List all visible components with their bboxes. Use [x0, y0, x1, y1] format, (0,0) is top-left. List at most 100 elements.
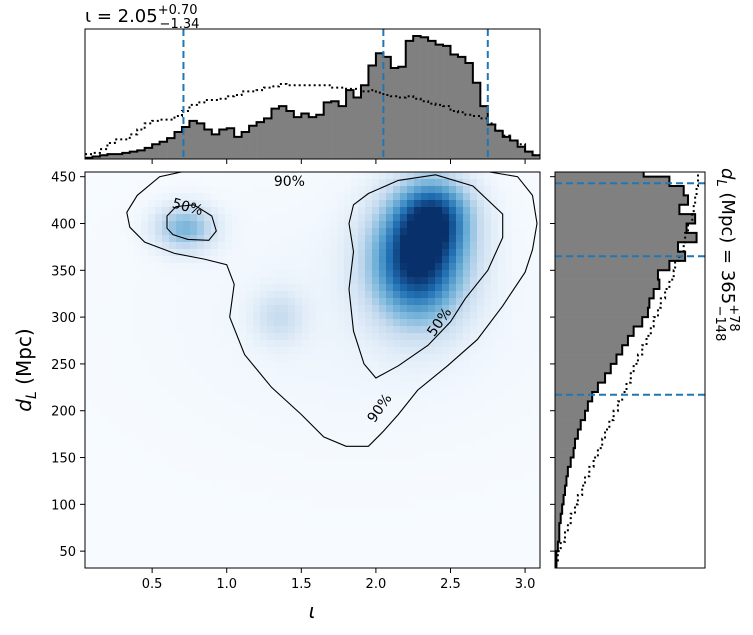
- heatmap-cell: [281, 508, 289, 516]
- heatmap-cell: [414, 193, 422, 201]
- heatmap-cell: [351, 417, 359, 425]
- heatmap-cell: [113, 256, 121, 264]
- heatmap-cell: [183, 368, 191, 376]
- heatmap-cell: [225, 312, 233, 320]
- heatmap-cell: [155, 431, 163, 439]
- heatmap-cell: [162, 494, 170, 502]
- heatmap-cell: [120, 228, 128, 236]
- heatmap-cell: [302, 249, 310, 257]
- heatmap-cell: [393, 333, 401, 341]
- heatmap-cell: [372, 207, 380, 215]
- heatmap-cell: [407, 319, 415, 327]
- heatmap-cell: [92, 368, 100, 376]
- heatmap-cell: [330, 284, 338, 292]
- heatmap-cell: [491, 522, 499, 530]
- heatmap-cell: [134, 326, 142, 334]
- heatmap-cell: [428, 564, 436, 568]
- heatmap-cell: [197, 312, 205, 320]
- heatmap-cell: [183, 333, 191, 341]
- heatmap-cell: [309, 536, 317, 544]
- heatmap-cell: [190, 368, 198, 376]
- heatmap-cell: [190, 466, 198, 474]
- heatmap-cell: [197, 207, 205, 215]
- heatmap-cell: [477, 207, 485, 215]
- heatmap-cell: [400, 347, 408, 355]
- iota-hist-bar: [517, 146, 526, 159]
- heatmap-cell: [400, 270, 408, 278]
- heatmap-cell: [190, 298, 198, 306]
- heatmap-cell: [428, 522, 436, 530]
- heatmap-cell: [127, 333, 135, 341]
- heatmap-cell: [316, 459, 324, 467]
- heatmap-cell: [386, 354, 394, 362]
- heatmap-cell: [274, 333, 282, 341]
- heatmap-cell: [484, 424, 492, 432]
- heatmap-cell: [386, 361, 394, 369]
- heatmap-cell: [309, 501, 317, 509]
- heatmap-cell: [477, 186, 485, 194]
- heatmap-cell: [274, 221, 282, 229]
- heatmap-cell: [253, 508, 261, 516]
- heatmap-cell: [414, 431, 422, 439]
- heatmap-cell: [477, 431, 485, 439]
- heatmap-cell: [358, 207, 366, 215]
- heatmap-cell: [281, 298, 289, 306]
- heatmap-cell: [491, 389, 499, 397]
- heatmap-cell: [491, 200, 499, 208]
- heatmap-cell: [512, 249, 520, 257]
- x-axis-label: ι: [309, 599, 316, 623]
- heatmap-cell: [330, 536, 338, 544]
- heatmap-cell: [533, 564, 540, 568]
- heatmap-cell: [288, 515, 296, 523]
- heatmap-cell: [379, 326, 387, 334]
- heatmap-cell: [519, 522, 527, 530]
- heatmap-cell: [253, 179, 261, 187]
- heatmap-cell: [225, 326, 233, 334]
- heatmap-cell: [365, 410, 373, 418]
- heatmap-cell: [358, 410, 366, 418]
- heatmap-cell: [421, 522, 429, 530]
- heatmap-cell: [134, 550, 142, 558]
- heatmap-cell: [169, 270, 177, 278]
- heatmap-cell: [85, 319, 93, 327]
- heatmap-cell: [344, 256, 352, 264]
- heatmap-cell: [498, 389, 506, 397]
- heatmap-cell: [421, 403, 429, 411]
- heatmap-cell: [190, 424, 198, 432]
- heatmap-cell: [344, 431, 352, 439]
- heatmap-cell: [288, 410, 296, 418]
- heatmap-cell: [372, 235, 380, 243]
- heatmap-cell: [393, 445, 401, 453]
- heatmap-cell: [330, 438, 338, 446]
- heatmap-cell: [498, 480, 506, 488]
- heatmap-cell: [449, 403, 457, 411]
- heatmap-cell: [491, 501, 499, 509]
- heatmap-cell: [134, 200, 142, 208]
- heatmap-cell: [358, 263, 366, 271]
- heatmap-cell: [204, 312, 212, 320]
- heatmap-cell: [414, 326, 422, 334]
- heatmap-cell: [372, 340, 380, 348]
- heatmap-cell: [442, 340, 450, 348]
- heatmap-cell: [407, 452, 415, 460]
- heatmap-cell: [141, 235, 149, 243]
- heatmap-cell: [274, 459, 282, 467]
- heatmap-cell: [211, 494, 219, 502]
- heatmap-cell: [232, 396, 240, 404]
- heatmap-cell: [260, 508, 268, 516]
- heatmap-cell: [344, 536, 352, 544]
- iota-hist-bar: [196, 123, 205, 159]
- heatmap-cell: [463, 214, 471, 222]
- heatmap-cell: [190, 361, 198, 369]
- heatmap-cell: [295, 473, 303, 481]
- heatmap-cell: [533, 501, 540, 509]
- heatmap-cell: [204, 179, 212, 187]
- heatmap-cell: [449, 529, 457, 537]
- heatmap-cell: [288, 536, 296, 544]
- heatmap-cell: [134, 179, 142, 187]
- heatmap-cell: [176, 319, 184, 327]
- heatmap-cell: [162, 480, 170, 488]
- heatmap-cell: [505, 466, 513, 474]
- heatmap-cell: [155, 473, 163, 481]
- heatmap-cell: [386, 263, 394, 271]
